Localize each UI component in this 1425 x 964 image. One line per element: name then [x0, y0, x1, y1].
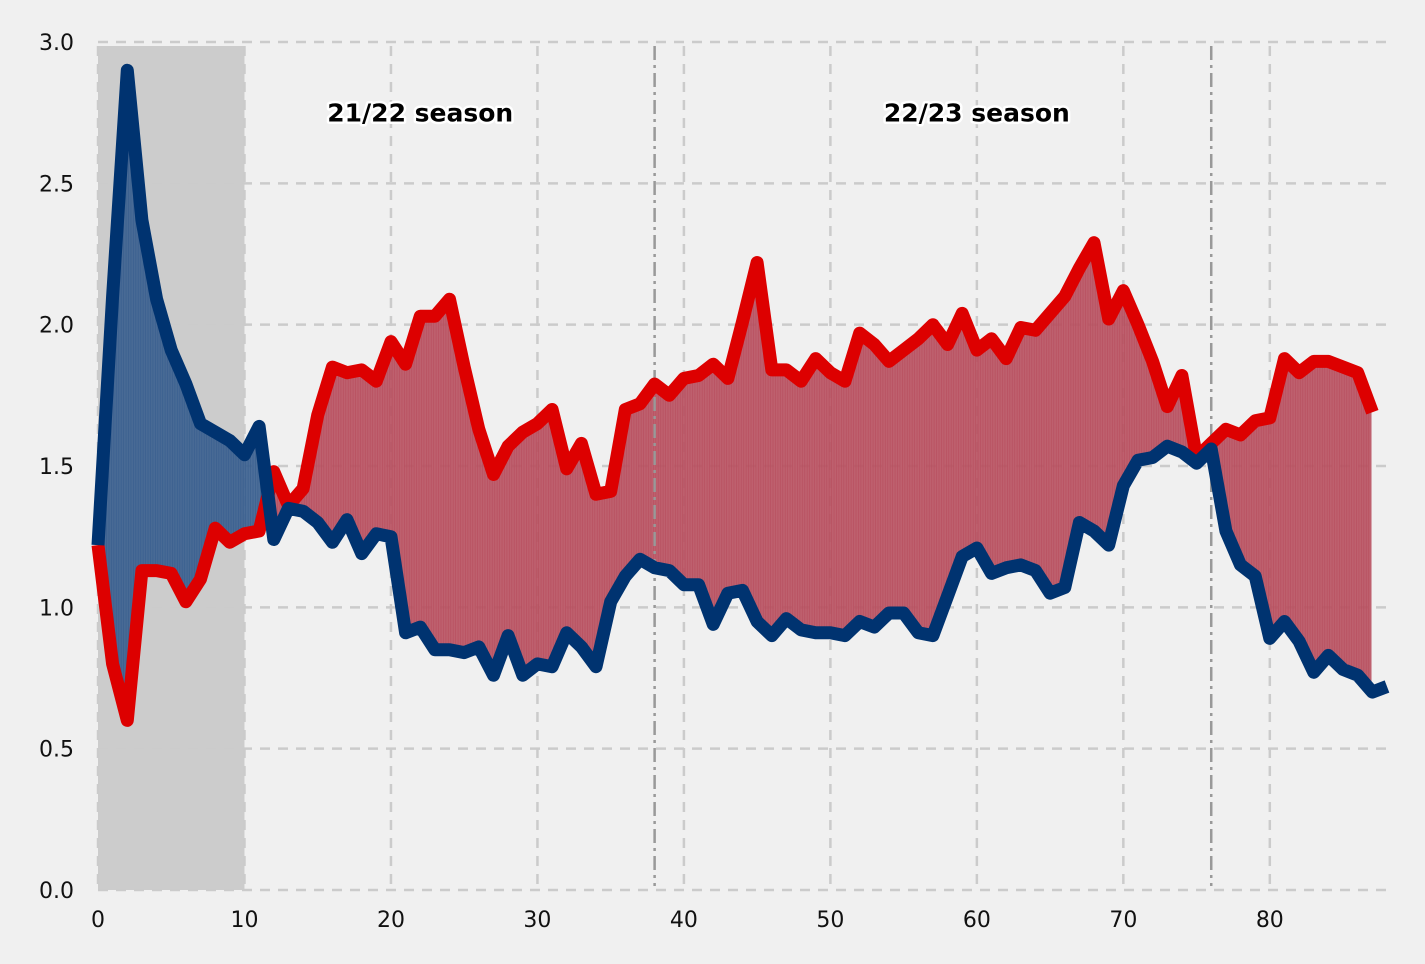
y-tick-label: 3.0 [39, 31, 74, 56]
season-annotation: 21/22 season [327, 99, 513, 128]
y-tick-label: 0.5 [39, 738, 74, 763]
x-tick-label: 40 [670, 908, 698, 933]
x-tick-label: 10 [230, 908, 258, 933]
x-tick-label: 0 [91, 908, 105, 933]
series-line-blue [91, 63, 1390, 699]
x-tick-label: 50 [816, 908, 844, 933]
y-tick-label: 1.5 [39, 455, 74, 480]
x-tick-label: 80 [1256, 908, 1284, 933]
x-tick-label: 30 [523, 908, 551, 933]
y-tick-label: 2.5 [39, 172, 74, 197]
y-tick-label: 2.0 [39, 314, 74, 339]
x-tick-label: 60 [963, 908, 991, 933]
x-tick-label: 20 [377, 908, 405, 933]
season-annotation: 22/23 season [884, 99, 1070, 128]
y-tick-label: 0.0 [39, 879, 74, 904]
x-tick-label: 70 [1109, 908, 1137, 933]
series-line-red [91, 236, 1379, 727]
y-tick-label: 1.0 [39, 596, 74, 621]
